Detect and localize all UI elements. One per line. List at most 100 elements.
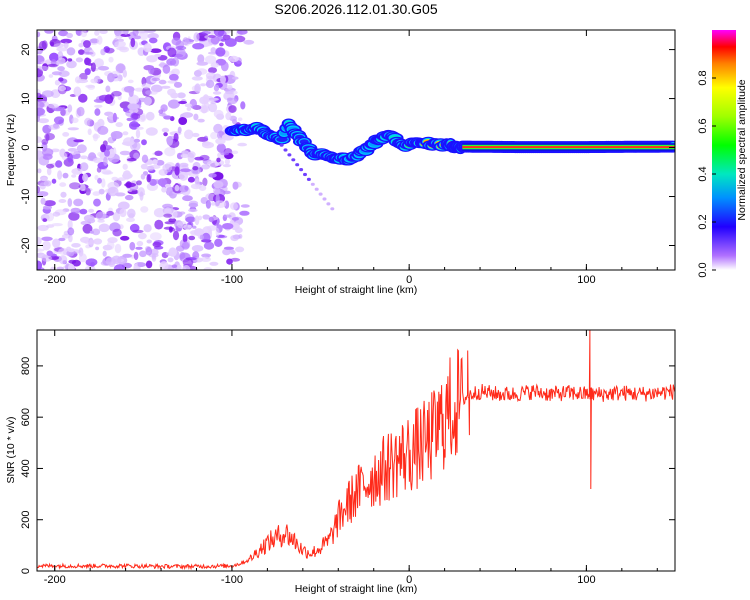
noise-blob — [58, 85, 67, 92]
snr-line — [37, 330, 675, 571]
noise-blob — [223, 246, 234, 250]
noise-blob — [51, 71, 63, 76]
noise-blob — [57, 52, 63, 61]
noise-blob — [145, 111, 155, 121]
noise-blob — [216, 157, 221, 163]
sidelobe-blob — [326, 202, 331, 206]
noise-blob — [220, 151, 230, 156]
noise-blob — [38, 267, 45, 270]
noise-blob — [107, 136, 115, 144]
noise-blob — [176, 221, 187, 229]
noise-blob — [182, 233, 188, 243]
noise-blob — [87, 128, 92, 136]
noise-blob — [78, 43, 84, 48]
y-tick-label: 600 — [20, 408, 32, 426]
noise-blob — [102, 250, 107, 257]
noise-blob — [209, 261, 219, 266]
noise-blob — [162, 203, 173, 209]
noise-blob — [228, 105, 237, 113]
noise-blob — [143, 96, 152, 106]
colorbar-gradient — [712, 30, 736, 270]
noise-blob — [93, 198, 101, 207]
noise-blob — [75, 57, 83, 63]
noise-blob — [95, 246, 100, 251]
noise-blob — [37, 185, 41, 194]
noise-blob — [42, 205, 53, 210]
noise-blob — [51, 148, 60, 153]
noise-blob — [191, 245, 204, 252]
noise-blob — [201, 232, 211, 243]
noise-blob — [98, 188, 105, 195]
noise-blob — [46, 167, 52, 176]
noise-blob — [213, 84, 220, 92]
ridge-band-core — [462, 146, 675, 149]
noise-blob — [100, 144, 107, 153]
noise-blob — [136, 126, 144, 130]
noise-blob — [66, 47, 76, 56]
noise-blob — [82, 224, 93, 234]
noise-blob — [200, 256, 211, 262]
noise-blob — [167, 257, 174, 263]
noise-blob — [215, 138, 226, 145]
noise-blob — [62, 132, 70, 137]
noise-blob — [194, 83, 201, 94]
noise-blob — [106, 210, 114, 216]
noise-blob — [208, 34, 216, 39]
noise-blob — [67, 58, 73, 62]
noise-blob — [151, 77, 161, 82]
noise-blob — [48, 103, 59, 109]
noise-blob — [205, 55, 217, 64]
noise-blob — [146, 48, 152, 52]
noise-blob — [46, 163, 55, 169]
noise-blob — [37, 191, 49, 197]
noise-blob — [167, 88, 176, 96]
noise-blob — [234, 227, 243, 234]
noise-blob — [128, 87, 134, 97]
noise-blob — [60, 38, 73, 44]
noise-blob — [240, 204, 250, 208]
noise-blob — [197, 118, 205, 123]
noise-blob — [136, 180, 142, 186]
noise-blob — [148, 37, 158, 44]
noise-blob — [93, 157, 103, 164]
noise-blob — [186, 38, 194, 45]
noise-blob — [134, 35, 141, 40]
noise-blob — [60, 191, 67, 198]
noise-blob — [167, 80, 177, 84]
y-tick-label: 200 — [20, 511, 32, 529]
noise-blob — [68, 234, 73, 243]
noise-blob — [202, 141, 214, 149]
sidelobe-blob — [330, 207, 335, 211]
noise-blob — [98, 94, 111, 101]
noise-blob — [154, 53, 162, 58]
noise-blob — [102, 171, 114, 175]
noise-blob — [146, 55, 158, 63]
noise-blob — [208, 102, 218, 113]
noise-blob — [208, 173, 217, 178]
noise-blob — [124, 182, 136, 188]
noise-blob — [213, 186, 221, 196]
y-tick-label: 10 — [20, 92, 32, 104]
noise-blob — [90, 78, 99, 84]
y-tick-label: 20 — [20, 43, 32, 55]
noise-blob — [192, 166, 199, 171]
noise-blob — [38, 40, 47, 51]
x-tick-label: -100 — [221, 574, 243, 586]
noise-blob — [67, 248, 75, 253]
noise-blob — [176, 152, 184, 160]
noise-blob — [41, 138, 49, 145]
noise-blob — [177, 126, 182, 134]
colorbar-tick-label: 0.6 — [697, 118, 709, 133]
noise-blob — [101, 178, 106, 188]
sidelobe-blob — [310, 182, 315, 186]
sidelobe-blob — [291, 158, 296, 162]
noise-blob — [194, 178, 200, 188]
noise-blob — [187, 224, 192, 228]
noise-blob — [188, 208, 198, 213]
colorbar-tick-label: 0.2 — [697, 214, 709, 229]
noise-blob — [152, 241, 162, 248]
noise-blob — [114, 192, 126, 197]
noise-blob — [160, 104, 168, 112]
noise-blob — [76, 106, 85, 117]
noise-blob — [198, 185, 207, 191]
